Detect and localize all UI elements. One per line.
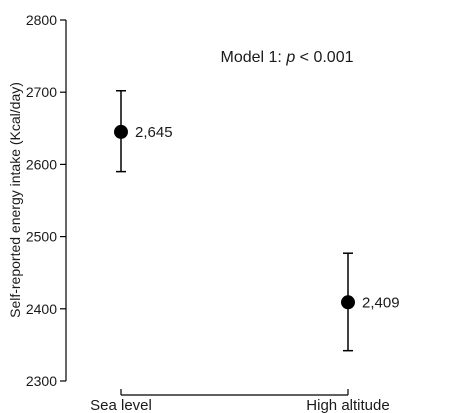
y-tick-label-2700: 2700 <box>26 84 57 100</box>
y-tick-label-2500: 2500 <box>26 229 57 245</box>
data-label-0: 2,645 <box>135 124 173 141</box>
y-tick-label-2300: 2300 <box>26 373 57 389</box>
data-label-1: 2,409 <box>362 294 400 311</box>
annotation-prefix: Model 1: <box>221 49 287 66</box>
data-point-0 <box>114 124 128 139</box>
y-tick-label-2800: 2800 <box>26 12 57 28</box>
model-annotation: Model 1: p < 0.001 <box>221 49 354 66</box>
annotation-p: p <box>285 49 295 66</box>
data-marks: 2,645 2,409 <box>114 90 400 352</box>
axes: 2300 2400 2500 2600 2700 2800 Sea level High al… <box>26 12 390 413</box>
annotation-suffix: < 0.001 <box>295 49 353 66</box>
x-tick-label-1: High altitude <box>306 397 389 413</box>
x-tick-label-0: Sea level <box>90 397 152 413</box>
y-tick-label-2600: 2600 <box>26 156 57 172</box>
data-point-1 <box>341 295 355 310</box>
y-axis-label: Self-reported energy intake (Kcal/day) <box>7 82 23 318</box>
y-tick-label-2400: 2400 <box>26 301 57 317</box>
